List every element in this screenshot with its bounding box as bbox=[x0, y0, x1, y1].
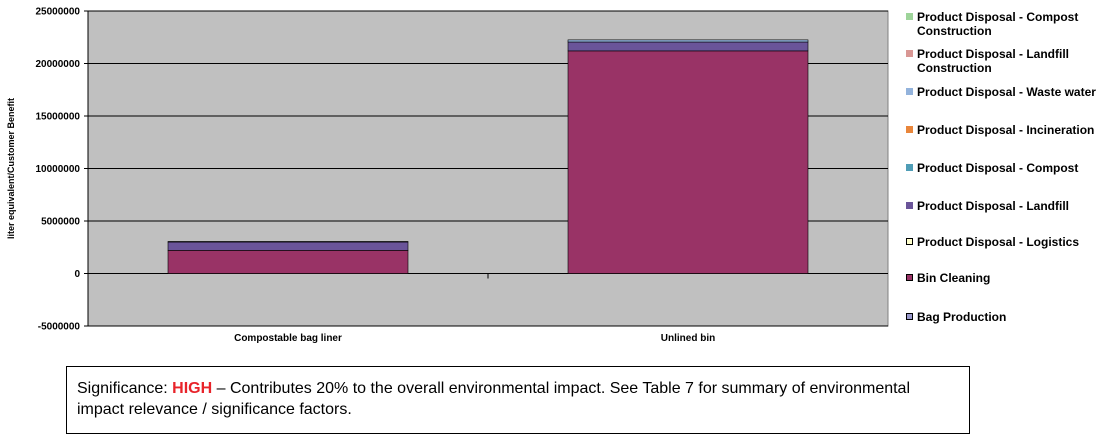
legend-swatch bbox=[906, 126, 913, 133]
legend-label: Product Disposal - Compost Construction bbox=[917, 10, 1079, 38]
legend-swatch bbox=[906, 88, 913, 95]
legend-label: Product Disposal - Waste water bbox=[917, 85, 1096, 99]
bar-segment bbox=[167, 241, 409, 251]
bar-segment bbox=[567, 41, 809, 52]
significance-level: HIGH bbox=[172, 380, 213, 397]
x-category-label: Compostable bag liner bbox=[234, 333, 342, 344]
chart: -5000000 0 5000000 10000000 15000000 20000000… bbox=[6, 7, 889, 344]
legend-item: Product Disposal - Logistics bbox=[906, 235, 1116, 249]
legend-swatch bbox=[906, 274, 913, 281]
legend-label: Product Disposal - Landfill bbox=[917, 199, 1070, 213]
legend-swatch bbox=[906, 202, 913, 209]
y-tick-label: 5000000 bbox=[41, 217, 80, 228]
legend-label: Product Disposal - Incineration bbox=[917, 123, 1095, 137]
significance-prefix: Significance: bbox=[77, 380, 173, 397]
bar-segment bbox=[167, 250, 409, 274]
y-tick-label: 25000000 bbox=[36, 7, 81, 18]
legend-swatch bbox=[906, 238, 913, 245]
legend-swatch bbox=[906, 313, 913, 320]
y-tick-label: 10000000 bbox=[36, 164, 81, 175]
bar-segment bbox=[567, 39, 809, 43]
legend-label: Bin Cleaning bbox=[917, 271, 991, 285]
legend-label: Product Disposal - Logistics bbox=[917, 235, 1080, 249]
x-category-label: Unlined bin bbox=[661, 333, 715, 344]
legend-label: Product Disposal - Landfill Construction bbox=[917, 47, 1070, 75]
legend-swatch bbox=[906, 50, 913, 57]
legend-label: Product Disposal - Compost bbox=[917, 161, 1079, 175]
y-tick-label: -5000000 bbox=[38, 322, 81, 333]
y-tick-label: 20000000 bbox=[36, 59, 81, 70]
legend-item: Product Disposal - Incineration bbox=[906, 123, 1116, 137]
legend-item: Product Disposal - Waste water bbox=[906, 85, 1116, 99]
legend-item: Bag Production bbox=[906, 310, 1116, 324]
legend-item: Product Disposal - Landfill bbox=[906, 199, 1116, 213]
legend-swatch bbox=[906, 13, 913, 20]
legend-item: Product Disposal - Landfill Construction bbox=[906, 47, 1116, 75]
y-tick-label: 0 bbox=[74, 269, 80, 280]
bar-segment bbox=[567, 50, 809, 274]
significance-box: Significance: HIGH – Contributes 20% to … bbox=[66, 366, 970, 434]
legend-label: Bag Production bbox=[917, 310, 1007, 324]
legend-item: Bin Cleaning bbox=[906, 271, 1116, 285]
significance-text: – Contributes 20% to the overall environ… bbox=[77, 380, 911, 418]
y-tick-label: 15000000 bbox=[36, 112, 81, 123]
legend-item: Product Disposal - Compost Construction bbox=[906, 10, 1116, 38]
legend-swatch bbox=[906, 164, 913, 171]
bar-segment bbox=[167, 241, 409, 243]
y-axis-title: liter equivalent/Customer Benefit bbox=[6, 98, 16, 239]
legend-item: Product Disposal - Compost bbox=[906, 161, 1116, 175]
